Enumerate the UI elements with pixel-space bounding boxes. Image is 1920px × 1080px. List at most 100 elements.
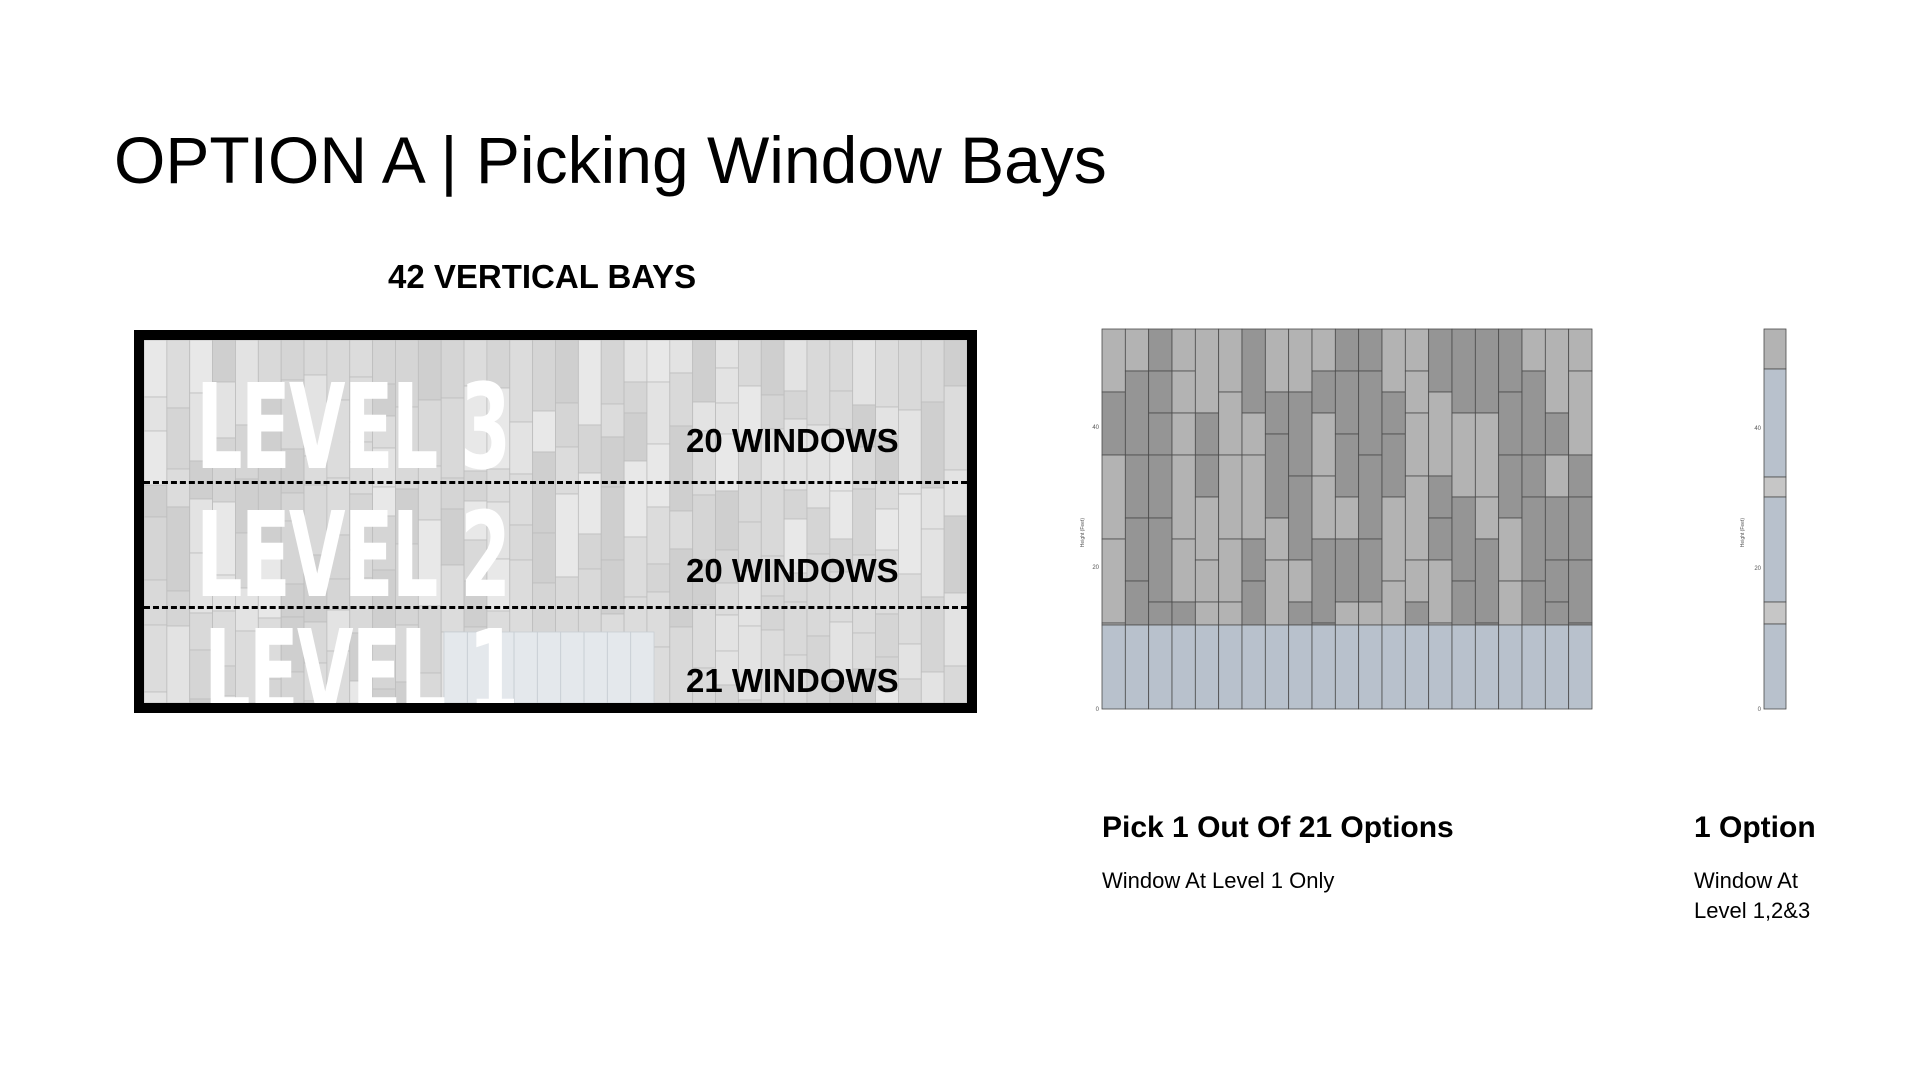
facade-panel [144,430,168,486]
upper-panel [1404,412,1430,477]
upper-panel [1428,391,1453,477]
facade-panel [943,515,967,594]
facade-panel [646,381,671,445]
facade-panel [144,516,168,581]
level-1-window [1544,624,1570,710]
facade-panel [669,340,694,374]
option-b-title: 1 Option [1694,811,1816,844]
facade-panel [898,573,922,645]
upper-panel [1241,538,1266,582]
upper-panel [1194,601,1220,626]
upper-panel [1568,496,1593,561]
upper-panel [1498,391,1523,456]
level-1-window [1241,624,1266,710]
upper-panel [1171,370,1196,414]
upper-panel [1474,538,1500,624]
upper-panel [1381,580,1406,626]
level-2-window [1763,496,1787,603]
level-1-window [1763,623,1787,710]
upper-panel [1404,559,1430,603]
upper-panel [1358,370,1383,456]
slide-title: OPTION A | Picking Window Bays [114,123,1107,197]
facade-panel [509,524,534,561]
level-1-window [630,631,655,703]
upper-panel [1358,601,1383,626]
facade-panel [737,699,762,703]
upper-panel [1124,328,1150,372]
level-1-window [1498,624,1523,710]
upper-panel [1171,601,1196,626]
y-tick-label: 20 [1754,566,1761,572]
upper-panel [1311,538,1336,624]
facade-panel [532,410,556,453]
upper-panel [1521,580,1546,626]
facade-panel [555,340,579,404]
y-tick-label: 40 [1092,425,1099,431]
facade-panel [943,340,967,387]
level-divider-lower [144,606,967,609]
upper-panel [1334,370,1360,435]
spandrel-panel [1763,601,1787,625]
upper-panel [1218,328,1243,393]
upper-panel [1451,412,1476,498]
facade-panel [943,665,967,703]
upper-panel [1264,559,1290,626]
facade-panel [144,340,168,398]
upper-panel [1451,328,1476,414]
vertical-bays-heading: 42 VERTICAL BAYS [388,258,697,295]
level-1-window [1451,624,1476,710]
upper-panel [1521,328,1546,372]
facade-panel [166,506,191,592]
level-1-window-strip [444,632,654,703]
upper-panel [1428,517,1453,561]
level-1-window [1428,624,1453,710]
upper-panel [1428,475,1453,519]
facade-panel [144,624,168,693]
facade-panel [577,533,602,570]
level-1-window [1264,624,1290,710]
level-1-window [1288,624,1313,710]
facade-panel [144,579,168,626]
upper-panel [1148,454,1173,519]
upper-panel [1334,496,1360,540]
upper-panel [1474,412,1500,498]
upper-panel [1358,328,1383,372]
upper-panel [1358,538,1383,603]
level-3-window [1763,368,1787,478]
upper-panel [1498,328,1523,393]
upper-panel [1334,433,1360,498]
facade-panel [875,340,899,408]
upper-panel [1334,328,1360,372]
facade-panel [692,604,716,669]
facade-panel [715,490,739,551]
facade-panel-grid: LEVEL 3 LEVEL 2 LEVEL 1 20 WINDOWS 20 WI… [144,340,967,703]
facade-panel [646,563,671,593]
option-b-description-line-2: Level 1,2&3 [1694,898,1811,923]
level-1-window [1334,624,1360,710]
facade-panel [669,510,694,550]
upper-panel [1194,412,1220,456]
level-1-window-count: 21 WINDOWS [686,662,899,699]
facade-panel [943,385,967,471]
level-1-window [1218,624,1243,710]
facade-diagram: LEVEL 3 LEVEL 2 LEVEL 1 20 WINDOWS 20 WI… [134,330,977,713]
y-axis-label: Height (Feet) [1080,518,1086,548]
facade-panel [760,340,785,396]
upper-panel [1218,601,1243,626]
upper-panel [1218,391,1243,456]
facade-panel [646,506,671,565]
level-1-window [1124,624,1150,710]
upper-panel [1311,475,1336,540]
level-3-label: LEVEL 3 [196,358,511,496]
upper-panel [1241,412,1266,456]
upper-panel [1544,496,1570,561]
facade-panel [692,494,716,561]
upper-panel [1498,580,1523,626]
upper-panel [1101,454,1126,540]
upper-panel [1358,454,1383,540]
upper-panel [1194,454,1220,498]
upper-panel [1544,454,1570,498]
facade-panel [852,340,876,406]
upper-panel [1124,370,1150,456]
facade-panel [166,625,191,703]
